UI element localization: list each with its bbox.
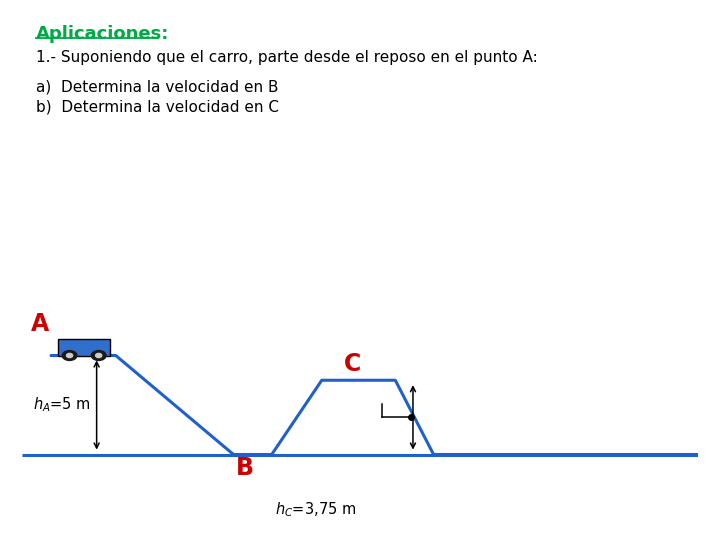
Text: $h_A$=5 m: $h_A$=5 m xyxy=(33,396,91,414)
FancyBboxPatch shape xyxy=(58,339,110,355)
Text: 1.- Suponiendo que el carro, parte desde el reposo en el punto A:: 1.- Suponiendo que el carro, parte desde… xyxy=(36,50,538,65)
Text: B: B xyxy=(236,456,254,481)
Text: A: A xyxy=(30,312,49,336)
Circle shape xyxy=(66,353,73,357)
Text: Aplicaciones:: Aplicaciones: xyxy=(36,25,169,43)
Circle shape xyxy=(96,353,102,357)
Text: $h_C$=3,75 m: $h_C$=3,75 m xyxy=(274,501,356,519)
Text: a)  Determina la velocidad en B: a) Determina la velocidad en B xyxy=(36,79,279,94)
Text: b)  Determina la velocidad en C: b) Determina la velocidad en C xyxy=(36,99,279,114)
Text: C: C xyxy=(344,353,361,376)
Circle shape xyxy=(91,350,106,361)
Circle shape xyxy=(62,350,77,361)
